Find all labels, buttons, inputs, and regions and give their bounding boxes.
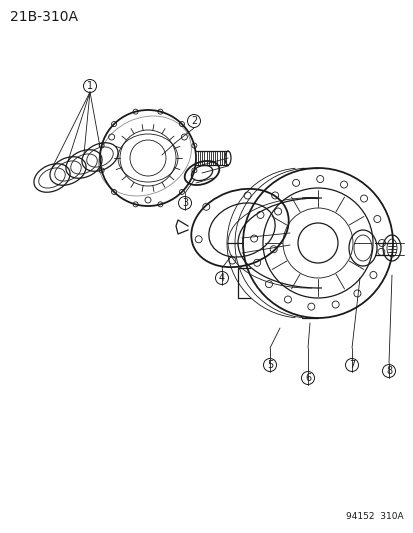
Text: 8: 8: [385, 366, 391, 376]
Text: 1: 1: [87, 81, 93, 91]
Text: 94152  310A: 94152 310A: [346, 512, 403, 521]
Text: 5: 5: [266, 360, 273, 370]
Text: 4: 4: [218, 273, 225, 283]
Text: 21B-310A: 21B-310A: [10, 10, 78, 24]
Text: 2: 2: [190, 116, 197, 126]
Text: 3: 3: [181, 198, 188, 208]
Text: 7: 7: [348, 360, 354, 370]
Text: 6: 6: [304, 373, 310, 383]
